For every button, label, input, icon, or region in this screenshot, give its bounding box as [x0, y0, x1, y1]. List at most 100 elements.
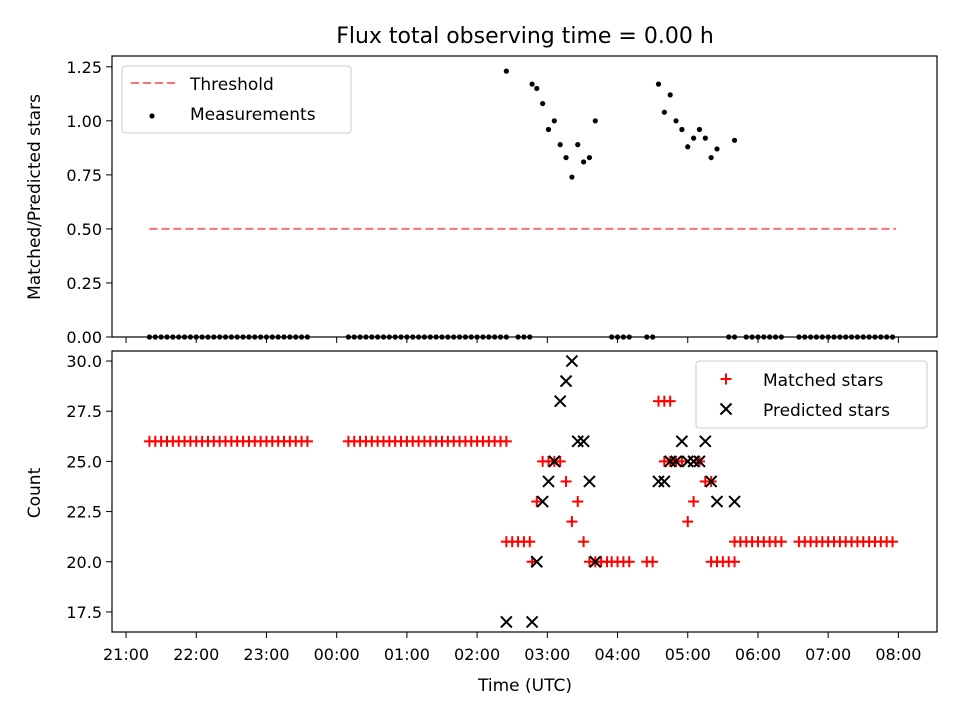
measurement-point	[580, 159, 587, 165]
matched-star-point	[524, 536, 536, 548]
measurement-point	[158, 334, 164, 340]
predicted-star-point	[675, 435, 689, 448]
bottom-xtick-label: 21:00	[103, 645, 149, 664]
measurement-point	[726, 334, 732, 340]
top-legend-box	[121, 65, 352, 134]
matched-star-point	[682, 516, 694, 528]
matched-star-point	[601, 556, 613, 568]
matched-star-point	[560, 475, 572, 487]
top-ytick-label: 0.00	[66, 328, 102, 347]
measurement-point	[696, 126, 703, 133]
bottom-xtick-label: 08:00	[875, 645, 921, 664]
measurement-point	[263, 334, 270, 340]
bottom-xtick-label: 05:00	[665, 645, 711, 664]
predicted-star-point-b	[681, 455, 694, 468]
predicted-star-point	[658, 475, 671, 488]
predicted-star-point-b	[536, 495, 549, 508]
legend-matched-label: Matched stars	[763, 371, 883, 391]
measurement-point	[569, 174, 575, 180]
bottom-xtick-label: 04:00	[594, 645, 640, 664]
measurement-point	[304, 334, 311, 340]
predicted-star-point	[548, 455, 561, 468]
top-ylabel: Matched/Predicted stars	[25, 94, 45, 300]
measurement-point	[222, 334, 229, 340]
matched-star-point	[647, 556, 659, 568]
measurement-point	[889, 334, 896, 340]
measurement-point	[767, 334, 773, 340]
predicted-star-point	[500, 615, 513, 629]
predicted-star-point-b	[577, 435, 590, 448]
measurement-point	[667, 92, 673, 98]
predicted-star-point-b	[658, 475, 671, 488]
measurement-point	[246, 334, 252, 340]
measurement-point	[480, 334, 486, 340]
measurement-point	[529, 81, 535, 87]
measurement-point	[269, 334, 275, 340]
predicted-star-point	[693, 455, 706, 468]
bottom-xtick-label: 03:00	[524, 645, 570, 664]
measurement-point	[433, 334, 439, 340]
measurement-point	[415, 334, 422, 340]
predicted-star-point	[536, 495, 549, 508]
measurement-point	[170, 334, 176, 340]
predicted-star-point-b	[500, 615, 513, 629]
measurement-point	[802, 334, 808, 340]
measurement-point	[240, 334, 246, 340]
measurement-point	[486, 334, 492, 340]
measurement-point	[545, 126, 552, 133]
measurement-point	[492, 334, 498, 340]
measurement-point	[375, 334, 381, 340]
measurement-point	[534, 85, 540, 92]
predicted-star-point-b	[704, 475, 718, 488]
measurement-point	[421, 334, 428, 340]
measurement-point	[586, 154, 593, 161]
matched-star-point	[566, 516, 578, 528]
matched-star-point	[572, 496, 584, 508]
predicted-star-point	[542, 475, 555, 488]
measurement-point	[497, 334, 504, 340]
measurement-point	[252, 334, 258, 340]
measurement-point	[474, 334, 480, 340]
predicted-star-point-b	[530, 555, 543, 568]
predicted-star-point-b	[710, 495, 724, 508]
measurement-point	[211, 334, 217, 340]
predicted-star-point	[525, 615, 539, 629]
measurement-point	[293, 334, 299, 340]
measurement-point	[193, 334, 199, 340]
measurement-point	[837, 334, 843, 340]
measurement-point	[731, 334, 738, 340]
measurement-point	[451, 334, 457, 340]
bottom-legend: Matched stars Predicted stars	[695, 360, 928, 429]
matched-star-point	[500, 435, 512, 447]
measurement-point	[258, 334, 264, 340]
measurement-point	[205, 334, 211, 340]
measurement-point	[557, 142, 563, 148]
measurement-point	[351, 334, 357, 340]
measurement-point	[380, 334, 387, 340]
bottom-xtick-label: 02:00	[454, 645, 500, 664]
matched-star-point	[301, 435, 313, 447]
measurement-point	[363, 334, 369, 340]
predicted-star-point	[553, 394, 567, 408]
measurement-point	[808, 334, 814, 340]
top-legend: Threshold Measurements	[121, 65, 352, 134]
bottom-xtick-label: 22:00	[173, 645, 219, 664]
predicted-star-point-b	[693, 455, 706, 468]
bottom-axes: 17.5 20.0 22.5 25.0 27.5 30.0 21:00 22:00 23:00 0…	[66, 350, 938, 664]
measurement-point	[661, 109, 667, 115]
bottom-ytick-label: 25.0	[66, 452, 102, 471]
measurement-point	[404, 334, 410, 340]
measurement-point	[761, 334, 767, 340]
predicted-star-point	[589, 555, 602, 568]
predicted-star-point-b	[675, 435, 689, 448]
predicted-star-point	[669, 455, 683, 468]
measurement-point	[217, 334, 223, 340]
measurement-point	[462, 334, 469, 340]
matched-star-point	[775, 536, 787, 548]
predicted-star-point-b	[687, 455, 700, 468]
measurement-point	[445, 334, 451, 340]
measurement-point	[187, 334, 194, 340]
measurement-point	[228, 334, 234, 340]
predicted-star-point	[577, 435, 590, 448]
